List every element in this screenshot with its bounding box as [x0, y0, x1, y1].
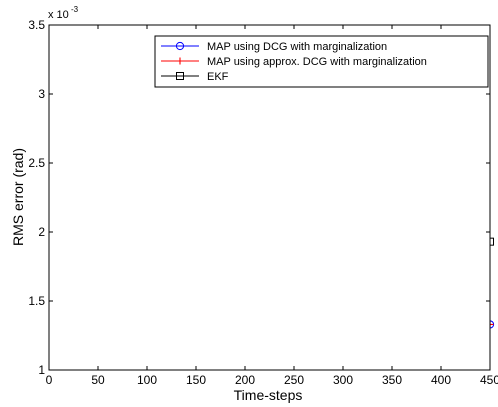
legend-label: MAP using DCG with marginalization	[207, 41, 387, 53]
x-axis-label: Time-steps	[234, 387, 303, 403]
x-tick-label: 200	[235, 373, 255, 387]
y-tick-label: 2	[38, 225, 45, 239]
y-tick-label: 2.5	[28, 156, 45, 170]
y-multiplier-base: x 10	[48, 9, 69, 21]
y-multiplier-exponent: -3	[71, 5, 79, 14]
legend-marker	[176, 57, 184, 65]
legend-box	[154, 35, 489, 88]
legend-marker	[175, 41, 185, 51]
legend-marker	[176, 72, 184, 80]
x-tick-label: 300	[333, 373, 353, 387]
x-tick-label: 150	[186, 373, 206, 387]
y-tick-label: 3	[38, 87, 45, 101]
x-tick-label: 250	[284, 373, 304, 387]
x-tick-label: 50	[91, 373, 105, 387]
y-tick-label: 1.5	[28, 294, 45, 308]
x-tick-label: 0	[46, 373, 53, 387]
legend-label: MAP using approx. DCG with marginalizati…	[207, 56, 427, 68]
legend: MAP using DCG with marginalization MAP us…	[154, 35, 489, 88]
x-tick-label: 400	[431, 373, 451, 387]
y-tick-label: 3.5	[28, 18, 45, 32]
x-tick-label: 100	[137, 373, 157, 387]
x-tick-label: 450	[480, 373, 498, 387]
y-tick-label: 1	[38, 363, 45, 377]
x-tick-label: 350	[382, 373, 402, 387]
y-axis-label: RMS error (rad)	[10, 148, 26, 246]
legend-label: EKF	[207, 71, 229, 83]
